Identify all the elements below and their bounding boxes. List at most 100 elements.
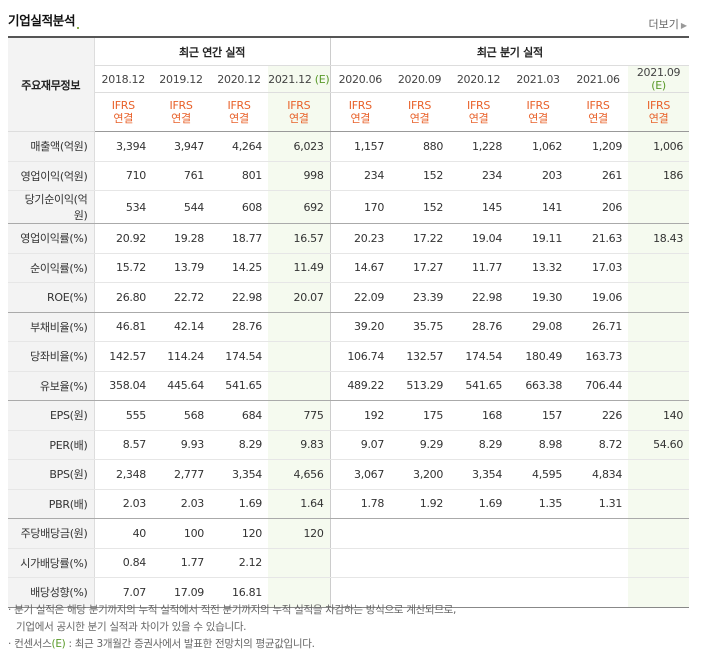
table-cell: 13.32 — [508, 253, 569, 283]
row-label: 유보율(%) — [8, 371, 95, 401]
table-cell: 684 — [210, 400, 268, 431]
ifrs-header: IFRS 연결 — [628, 92, 690, 132]
table-cell: 541.65 — [449, 371, 509, 401]
table-cell: 22.98 — [449, 282, 509, 313]
table-cell — [628, 577, 690, 608]
ifrs-header: IFRS 연결 — [268, 92, 331, 132]
row-label: 영업이익률(%) — [8, 223, 95, 254]
table-cell: 1.92 — [390, 489, 450, 519]
title-dot-icon — [77, 27, 80, 29]
table-cell: 22.72 — [152, 282, 210, 313]
table-cell: 9.07 — [330, 430, 391, 460]
table-cell: 4,595 — [508, 459, 569, 490]
ifrs-header: IFRS 연결 — [568, 92, 629, 132]
table-cell: 541.65 — [210, 371, 268, 401]
table-cell: 445.64 — [152, 371, 210, 401]
table-cell: 192 — [330, 400, 391, 431]
table-row: 배당성향(%) 7.07 17.09 16.81 — [8, 577, 690, 608]
table-cell: 1,157 — [330, 131, 391, 162]
table-cell — [628, 371, 690, 401]
table-cell: 28.76 — [210, 312, 268, 342]
table-cell: 3,947 — [152, 131, 210, 162]
table-cell: 2.12 — [210, 548, 268, 578]
table-cell: 16.81 — [210, 577, 268, 608]
table-cell: 358.04 — [94, 371, 152, 401]
table-cell — [628, 312, 690, 342]
table-cell: 17.22 — [390, 223, 450, 254]
table-cell — [449, 548, 509, 578]
table-cell: 14.25 — [210, 253, 268, 283]
header-row-ifrs: IFRS 연결 IFRS 연결 IFRS 연결 IFRS 연결 IFRS 연결 IFRS 연결 IFRS… — [8, 92, 690, 132]
table-cell: 132.57 — [390, 341, 450, 372]
table-cell: 21.63 — [568, 223, 629, 254]
table-cell: 544 — [152, 190, 210, 224]
table-cell: 2.03 — [152, 489, 210, 519]
table-row: BPS(원) 2,348 2,777 3,354 4,656 3,067 3,200 3,35… — [8, 459, 690, 490]
ifrs-header: IFRS 연결 — [330, 92, 391, 132]
table-cell: 3,067 — [330, 459, 391, 490]
row-label: 부채비율(%) — [8, 312, 95, 342]
table-cell: 14.67 — [330, 253, 391, 283]
table-cell: 16.57 — [268, 223, 331, 254]
corner-label: 주요재무정보 — [8, 36, 95, 132]
row-label: 배당성향(%) — [8, 577, 95, 608]
row-label: 매출액(억원) — [8, 131, 95, 162]
table-row: EPS(원) 555 568 684 775 192 175 168 157 226 140 — [8, 400, 690, 431]
table-cell: 35.75 — [390, 312, 450, 342]
table-cell: 157 — [508, 400, 569, 431]
table-row: ROE(%) 26.80 22.72 22.98 20.07 22.09 23.39 22.9… — [8, 282, 690, 313]
table-cell: 880 — [390, 131, 450, 162]
table-row: 시가배당률(%) 0.84 1.77 2.12 — [8, 548, 690, 578]
table-cell — [628, 548, 690, 578]
table-cell: 19.06 — [568, 282, 629, 313]
table-cell: 140 — [628, 400, 690, 431]
table-cell: 11.77 — [449, 253, 509, 283]
table-cell: 163.73 — [568, 341, 629, 372]
period-header: 2020.06 — [330, 65, 391, 93]
table-cell: 18.77 — [210, 223, 268, 254]
table-cell: 4,656 — [268, 459, 331, 490]
table-cell: 1.35 — [508, 489, 569, 519]
ifrs-header: IFRS 연결 — [449, 92, 509, 132]
table-cell: 141 — [508, 190, 569, 224]
table-cell: 234 — [449, 161, 509, 191]
table-row: 당좌비율(%) 142.57 114.24 174.54 106.74 132.57 174… — [8, 341, 690, 372]
footnotes: · 분기 실적은 해당 분기까지의 누적 실적에서 직전 분기까지의 누적 실적… — [8, 602, 456, 653]
table-cell: 8.98 — [508, 430, 569, 460]
table-cell: 28.76 — [449, 312, 509, 342]
table-cell: 1,228 — [449, 131, 509, 162]
table-cell — [449, 577, 509, 608]
row-label: 시가배당률(%) — [8, 548, 95, 578]
table-cell: 8.29 — [210, 430, 268, 460]
ifrs-header: IFRS 연결 — [508, 92, 569, 132]
table-cell — [449, 518, 509, 549]
more-link[interactable]: 더보기 ▶ — [648, 18, 687, 31]
table-cell — [268, 548, 331, 578]
period-header: 2018.12 — [94, 65, 152, 93]
table-cell: 22.09 — [330, 282, 391, 313]
table-cell — [628, 518, 690, 549]
table-cell — [628, 282, 690, 313]
period-header: 2020.09 — [390, 65, 450, 93]
row-label: 당기순이익(억원) — [8, 190, 95, 224]
table-row: 매출액(억원) 3,394 3,947 4,264 6,023 1,157 880 1,228… — [8, 131, 690, 162]
table-cell — [568, 518, 629, 549]
table-row: 영업이익(억원) 710 761 801 998 234 152 234 203 261 186 — [8, 161, 690, 191]
table-cell: 40 — [94, 518, 152, 549]
table-cell: 23.39 — [390, 282, 450, 313]
ifrs-header: IFRS 연결 — [210, 92, 268, 132]
table-cell: 608 — [210, 190, 268, 224]
table-cell: 2.03 — [94, 489, 152, 519]
table-cell: 0.84 — [94, 548, 152, 578]
table-cell: 9.93 — [152, 430, 210, 460]
table-cell: 17.27 — [390, 253, 450, 283]
table-cell: 152 — [390, 161, 450, 191]
table-cell — [390, 577, 450, 608]
row-label: BPS(원) — [8, 459, 95, 490]
table-cell: 692 — [268, 190, 331, 224]
table-cell — [330, 548, 391, 578]
table-cell: 9.83 — [268, 430, 331, 460]
row-label: 영업이익(억원) — [8, 161, 95, 191]
table-cell: 13.79 — [152, 253, 210, 283]
